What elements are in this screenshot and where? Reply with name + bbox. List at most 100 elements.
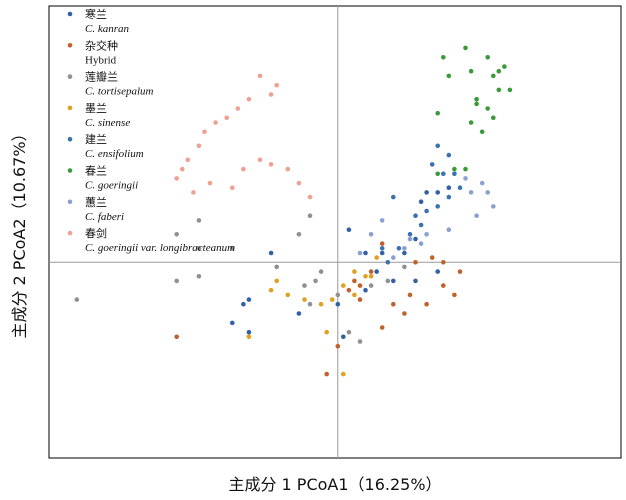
data-point-series-0: [413, 278, 418, 284]
data-point-series-1: [413, 260, 418, 265]
data-point-series-3: [352, 269, 357, 274]
data-point-series-0: [424, 190, 429, 195]
data-point-series-6: [479, 180, 485, 186]
legend-label-5: 春兰: [85, 165, 107, 178]
data-point-series-0: [335, 301, 341, 307]
data-point-series-3: [318, 301, 324, 307]
legend-marker-5: [67, 168, 73, 173]
data-point-series-2: [385, 278, 391, 284]
data-point-series-4: [441, 171, 446, 177]
legend-scientific-name-3: C. sinense: [85, 117, 130, 129]
data-point-series-1: [368, 269, 374, 274]
data-point-series-1: [357, 283, 363, 288]
legend-scientific-name-0: C. kanran: [85, 23, 130, 35]
data-point-series-7: [307, 194, 313, 200]
data-point-series-5: [435, 110, 441, 116]
data-point-series-2: [196, 218, 202, 223]
data-point-series-6: [474, 213, 479, 218]
data-point-series-7: [207, 180, 213, 186]
data-point-series-4: [418, 222, 424, 228]
data-point-series-4: [435, 143, 441, 149]
data-point-series-6: [485, 190, 491, 195]
data-point-series-5: [496, 68, 502, 74]
legend-scientific-name-4: C. ensifolium: [85, 148, 144, 160]
data-point-series-0: [435, 190, 441, 195]
legend-scientific-name-2: C. tortisepalum: [85, 86, 154, 98]
data-point-series-0: [246, 297, 252, 302]
data-point-series-7: [241, 166, 246, 172]
data-point-series-4: [385, 260, 391, 265]
data-point-series-3: [329, 297, 335, 302]
data-point-series-6: [402, 246, 407, 251]
data-point-series-2: [302, 283, 307, 288]
data-point-series-3: [363, 274, 368, 279]
data-point-series-6: [418, 241, 424, 246]
data-point-series-5: [485, 106, 491, 111]
data-point-series-0: [246, 329, 252, 335]
data-point-series-6: [463, 176, 468, 181]
data-point-series-7: [185, 157, 191, 163]
data-point-series-2: [357, 339, 363, 344]
legend-marker-1: [67, 43, 73, 48]
data-point-series-3: [324, 329, 330, 335]
data-point-series-1: [452, 292, 457, 298]
data-point-series-2: [318, 269, 324, 274]
data-point-series-4: [413, 213, 418, 218]
data-point-series-0: [379, 250, 385, 256]
data-point-series-7: [268, 162, 274, 167]
data-point-series-5: [502, 64, 507, 69]
data-point-series-1: [457, 269, 463, 274]
data-point-series-7: [257, 157, 263, 163]
data-point-series-7: [196, 143, 202, 149]
data-point-series-1: [357, 297, 363, 302]
data-point-series-0: [268, 250, 274, 256]
data-point-series-1: [407, 292, 413, 298]
data-point-series-2: [196, 274, 202, 279]
data-point-series-0: [363, 250, 368, 256]
data-point-series-5: [491, 115, 496, 121]
data-point-series-7: [202, 129, 207, 135]
data-point-series-6: [357, 250, 363, 256]
data-point-series-7: [224, 115, 229, 121]
legend-marker-4: [67, 136, 73, 142]
data-point-series-0: [363, 287, 368, 293]
data-point-series-0: [241, 301, 246, 307]
data-point-series-7: [213, 120, 218, 125]
data-point-series-7: [230, 185, 235, 190]
data-point-series-0: [402, 250, 407, 256]
data-point-series-3: [341, 371, 346, 377]
data-point-series-0: [230, 320, 235, 326]
data-point-series-5: [507, 87, 513, 93]
data-point-series-1: [391, 301, 396, 307]
data-point-series-1: [441, 283, 446, 288]
legend: 寒兰 C. kanran 杂交种 Hybrid 莲瓣兰 C. tortisepalum 墨兰…: [67, 7, 235, 254]
data-point-series-3: [285, 292, 291, 298]
data-point-series-3: [302, 297, 307, 302]
data-point-series-5: [474, 96, 479, 102]
data-point-series-3: [368, 274, 374, 279]
data-point-series-0: [374, 269, 380, 274]
data-point-series-5: [468, 120, 474, 125]
plot-frame: [48, 5, 622, 459]
data-point-series-1: [352, 278, 357, 284]
data-points: [74, 45, 513, 377]
data-point-series-1: [379, 241, 385, 246]
legend-marker-7: [67, 230, 73, 236]
data-point-series-5: [474, 101, 479, 107]
data-point-series-3: [374, 255, 380, 260]
data-point-series-1: [441, 260, 446, 265]
data-point-series-5: [435, 171, 441, 177]
legend-label-2: 莲瓣兰: [85, 70, 118, 84]
data-point-series-7: [285, 166, 291, 172]
data-point-series-3: [341, 283, 346, 288]
data-point-series-1: [424, 301, 429, 307]
data-point-series-3: [274, 278, 280, 284]
data-point-series-2: [296, 232, 302, 237]
data-point-series-7: [274, 82, 280, 88]
legend-marker-6: [67, 199, 73, 205]
data-point-series-6: [391, 255, 396, 260]
data-point-series-1: [402, 311, 407, 316]
legend-label-0: 寒兰: [85, 7, 107, 21]
data-point-series-6: [491, 204, 496, 209]
data-point-series-0: [341, 334, 346, 340]
